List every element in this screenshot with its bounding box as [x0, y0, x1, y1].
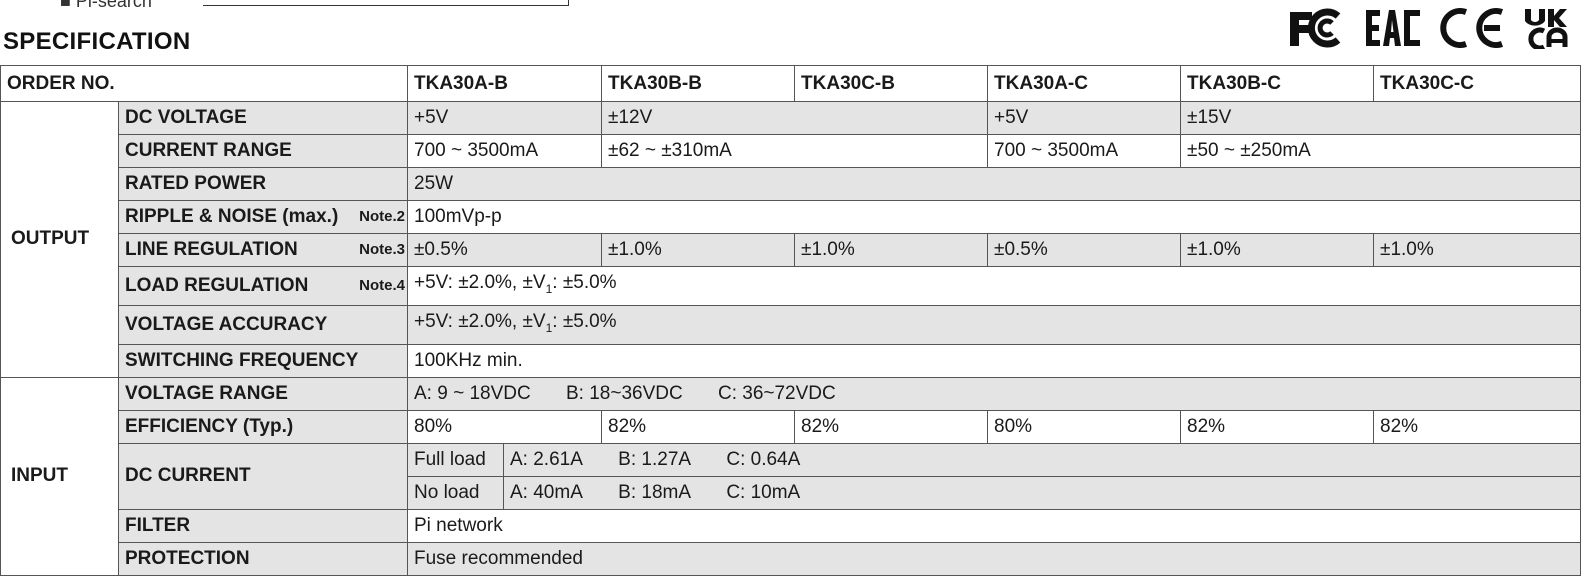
model-tka30a-c: TKA30A-C [987, 65, 1182, 102]
page-title: SPECIFICATION [3, 28, 191, 55]
line-regulation-value: ±1.0% [1180, 233, 1375, 267]
efficiency-value: 82% [1180, 409, 1375, 444]
order-no-label: ORDER NO. [0, 65, 408, 102]
load-regulation-value-b: : ±5.0% [552, 272, 617, 293]
filter-row: FILTER Pi network [1, 508, 1582, 543]
ripple-noise-text: RIPPLE & NOISE (max.) [125, 206, 339, 227]
dc-voltage-value: ±15V [1180, 101, 1582, 135]
efficiency-row: EFFICIENCY (Typ.) 80% 82% 82% 80% 82% 82… [1, 409, 1582, 444]
model-tka30b-c: TKA30B-C [1180, 65, 1375, 102]
efficiency-value: 80% [406, 409, 603, 444]
efficiency-label: EFFICIENCY (Typ.) [118, 409, 408, 444]
voltage-accuracy-value: +5V: ±2.0%, ±V1: ±5.0% [406, 304, 1582, 345]
order-no-row: ORDER NO. TKA30A-B TKA30B-B TKA30C-B TKA… [0, 65, 1582, 102]
load-regulation-value: +5V: ±2.0%, ±V1: ±5.0% [406, 266, 1582, 306]
rated-power-label: RATED POWER [118, 167, 408, 201]
note-3: Note.3 [359, 241, 405, 258]
dc-voltage-value: +5V [987, 101, 1182, 135]
protection-value: Fuse recommended [406, 541, 1582, 576]
ripple-noise-label: RIPPLE & NOISE (max.) Note.2 [118, 200, 408, 234]
rated-power-value: 25W [406, 167, 1582, 201]
dc-current-full-load-row: DC CURRENT Full load A: 2.61A B: 1.27A C… [1, 442, 1582, 510]
full-load-c: C: 0.64A [726, 448, 801, 470]
no-load-label: No load [407, 475, 504, 510]
model-tka30c-c: TKA30C-C [1373, 65, 1582, 102]
dc-voltage-row: OUTPUT DC VOLTAGE +5V ±12V +5V ±15V [0, 101, 1582, 378]
current-range-row: CURRENT RANGE 700 ~ 3500mA ±62 ~ ±310mA … [1, 134, 1582, 168]
no-load-c: C: 10mA [726, 481, 801, 503]
model-tka30b-b: TKA30B-B [601, 65, 796, 102]
ce-logo [1438, 8, 1506, 48]
current-range-value: ±62 ~ ±310mA [601, 134, 989, 168]
input-group-label: INPUT [0, 376, 119, 576]
voltage-range-label: VOLTAGE RANGE [118, 376, 408, 411]
voltage-range-b: B: 18~36VDC [565, 382, 683, 404]
line-regulation-label: LINE REGULATION Note.3 [118, 233, 408, 267]
switching-frequency-value: 100KHz min. [406, 343, 1582, 378]
filter-label: FILTER [118, 508, 408, 543]
model-tka30a-b: TKA30A-B [406, 65, 603, 102]
switching-frequency-row: SWITCHING FREQUENCY 100KHz min. [1, 343, 1582, 378]
top-cut-text: ■ Pi-search [60, 0, 152, 11]
fc-logo [1288, 8, 1348, 48]
top-cut-tick [568, 0, 569, 5]
full-load-value: A: 2.61A B: 1.27A C: 0.64A [502, 442, 1582, 477]
load-regulation-value-a: +5V: ±2.0%, ±V [414, 272, 546, 293]
ukca-logo [1522, 7, 1568, 49]
load-regulation-row: LOAD REGULATION Note.4 +5V: ±2.0%, ±V1: … [1, 266, 1582, 306]
voltage-range-value: A: 9 ~ 18VDC B: 18~36VDC C: 36~72VDC [406, 376, 1582, 411]
dc-voltage-value: ±12V [601, 101, 989, 135]
no-load-a: A: 40mA [510, 481, 583, 503]
specification-table: ORDER NO. TKA30A-B TKA30B-B TKA30C-B TKA… [0, 65, 1582, 576]
note-4: Note.4 [359, 276, 405, 294]
dc-voltage-label: DC VOLTAGE [118, 101, 408, 135]
certification-logos [1272, 6, 1568, 50]
voltage-range-c: C: 36~72VDC [717, 382, 836, 404]
current-range-value: 700 ~ 3500mA [987, 134, 1182, 168]
voltage-range-a: A: 9 ~ 18VDC [414, 382, 531, 404]
voltage-accuracy-value-b: : ±5.0% [552, 310, 617, 332]
eac-logo [1364, 8, 1422, 48]
load-regulation-text: LOAD REGULATION [125, 274, 309, 296]
top-cut-underline [203, 5, 569, 6]
voltage-range-row: INPUT VOLTAGE RANGE A: 9 ~ 18VDC B: 18~3… [0, 376, 1582, 576]
line-regulation-value: ±1.0% [601, 233, 796, 267]
filter-value: Pi network [406, 508, 1582, 543]
no-load-b: B: 18mA [618, 481, 692, 503]
line-regulation-value: ±1.0% [794, 233, 989, 267]
output-group-label: OUTPUT [0, 101, 119, 378]
note-2: Note.2 [359, 208, 405, 225]
ripple-noise-row: RIPPLE & NOISE (max.) Note.2 100mVp-p [1, 200, 1582, 234]
current-range-value: 700 ~ 3500mA [406, 134, 603, 168]
no-load-value: A: 40mA B: 18mA C: 10mA [502, 475, 1582, 510]
full-load-a: A: 2.61A [510, 448, 583, 470]
protection-label: PROTECTION [118, 541, 408, 576]
current-range-label: CURRENT RANGE [118, 134, 408, 168]
voltage-accuracy-sub: 1 [545, 320, 553, 335]
ripple-noise-value: 100mVp-p [406, 200, 1582, 234]
efficiency-value: 82% [1373, 409, 1582, 444]
full-load-label: Full load [407, 442, 504, 477]
protection-row: PROTECTION Fuse recommended [1, 541, 1582, 576]
load-regulation-sub: 1 [545, 281, 553, 296]
dc-current-label: DC CURRENT [118, 442, 408, 510]
load-regulation-label: LOAD REGULATION Note.4 [118, 266, 408, 306]
voltage-accuracy-row: VOLTAGE ACCURACY +5V: ±2.0%, ±V1: ±5.0% [1, 304, 1582, 345]
line-regulation-text: LINE REGULATION [125, 239, 298, 260]
efficiency-value: 82% [794, 409, 989, 444]
line-regulation-row: LINE REGULATION Note.3 ±0.5% ±1.0% ±1.0%… [1, 233, 1582, 267]
line-regulation-value: ±0.5% [406, 233, 603, 267]
rated-power-row: RATED POWER 25W [1, 167, 1582, 201]
current-range-value: ±50 ~ ±250mA [1180, 134, 1582, 168]
switching-frequency-label: SWITCHING FREQUENCY [118, 343, 408, 378]
model-tka30c-b: TKA30C-B [794, 65, 989, 102]
efficiency-value: 82% [601, 409, 796, 444]
voltage-accuracy-value-a: +5V: ±2.0%, ±V [414, 310, 546, 332]
line-regulation-value: ±1.0% [1373, 233, 1582, 267]
voltage-accuracy-label: VOLTAGE ACCURACY [118, 304, 408, 345]
dc-voltage-value: +5V [406, 101, 603, 135]
efficiency-value: 80% [987, 409, 1182, 444]
full-load-b: B: 1.27A [618, 448, 692, 470]
line-regulation-value: ±0.5% [987, 233, 1182, 267]
